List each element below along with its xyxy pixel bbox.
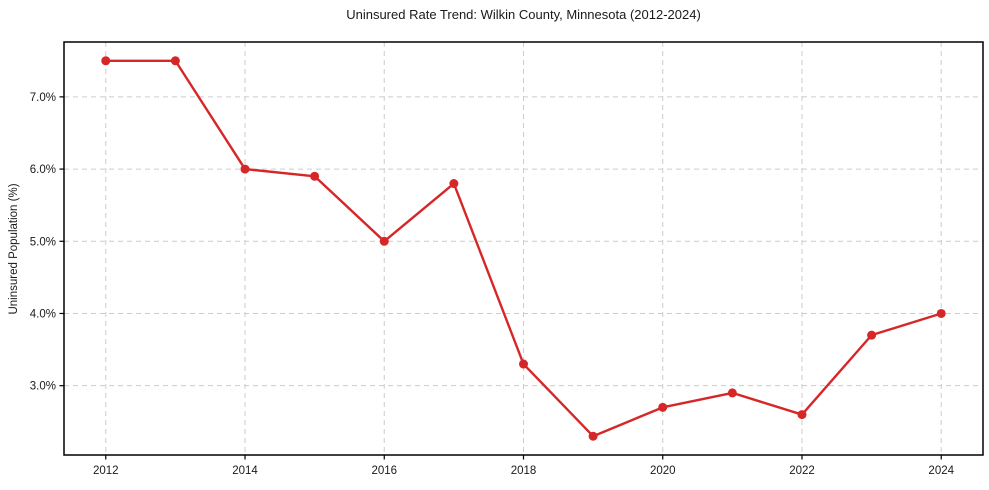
data-point-2024 bbox=[936, 308, 946, 318]
x-tick-label: 2018 bbox=[511, 465, 537, 477]
data-point-2017 bbox=[449, 179, 459, 189]
data-point-2015 bbox=[310, 171, 320, 181]
x-tick-label: 2024 bbox=[928, 465, 954, 477]
x-tick-label: 2012 bbox=[93, 465, 119, 477]
data-point-2022 bbox=[797, 410, 807, 420]
data-point-2019 bbox=[588, 431, 598, 441]
y-tick-label: 4.0% bbox=[30, 308, 56, 320]
data-point-2013 bbox=[170, 56, 180, 66]
y-tick-label: 7.0% bbox=[30, 92, 56, 104]
x-tick-label: 2016 bbox=[371, 465, 397, 477]
chart-title: Uninsured Rate Trend: Wilkin County, Min… bbox=[346, 7, 701, 22]
data-point-2021 bbox=[727, 388, 737, 398]
y-tick-label: 6.0% bbox=[30, 164, 56, 176]
data-point-2012 bbox=[101, 56, 111, 66]
data-point-2020 bbox=[658, 402, 668, 412]
data-point-2023 bbox=[867, 330, 877, 340]
data-point-2014 bbox=[240, 164, 250, 174]
x-tick-label: 2020 bbox=[650, 465, 676, 477]
x-tick-label: 2022 bbox=[789, 465, 815, 477]
y-tick-label: 5.0% bbox=[30, 236, 56, 248]
y-tick-label: 3.0% bbox=[30, 381, 56, 393]
data-point-2016 bbox=[379, 236, 389, 246]
x-tick-label: 2014 bbox=[232, 465, 258, 477]
data-point-2018 bbox=[519, 359, 528, 369]
